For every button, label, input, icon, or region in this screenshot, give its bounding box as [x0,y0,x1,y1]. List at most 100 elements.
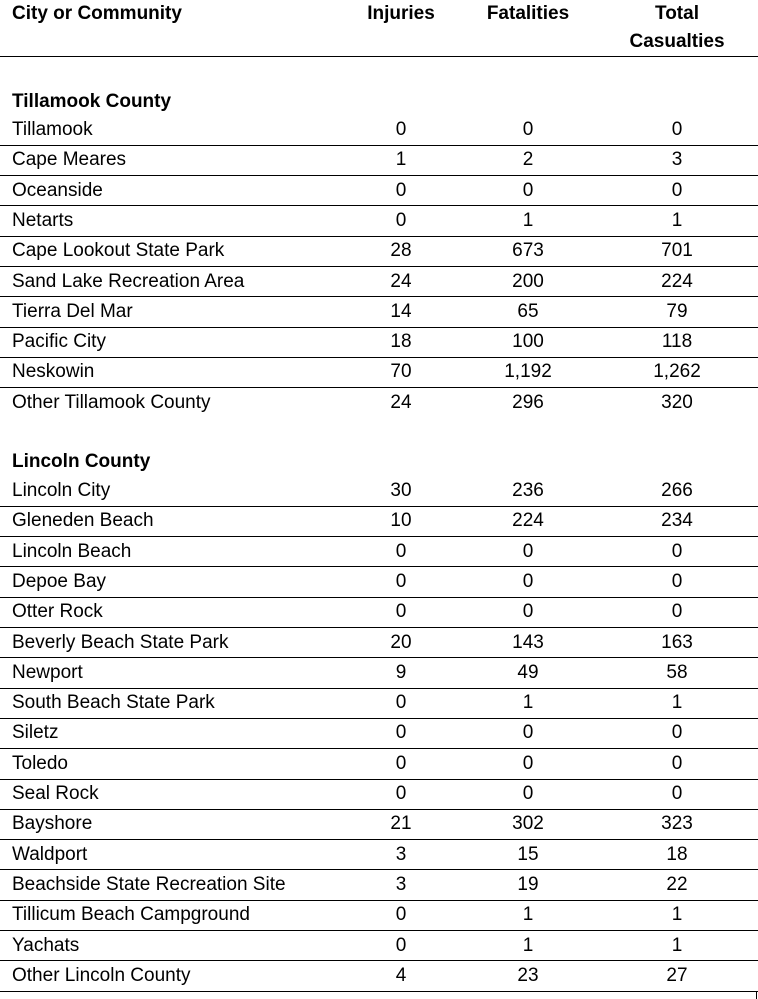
row-name: Lincoln City [12,480,111,501]
row-name: Seal Rock [12,783,99,804]
row-name: Tillicum Beach Campground [12,904,250,926]
table-row: Oceanside 0 0 0 [0,176,758,206]
row-divider [0,869,758,870]
row-name: Pacific City [12,331,106,353]
table-row: Depoe Bay 0 0 0 [0,567,758,597]
row-name: Toledo [12,752,68,774]
table-row: Sand Lake Recreation Area 24 200 224 [0,267,758,297]
row-injuries: 24 [390,391,412,413]
row-injuries: 3 [395,873,407,895]
row-total: 27 [666,964,688,986]
row-fatalities: 673 [512,240,544,262]
county-heading: Tillamook County [12,91,172,112]
header-city: City or Community [12,3,182,24]
row-injuries: 0 [395,783,407,804]
table-row: Other Tillamook County 24 296 320 [0,388,758,418]
table-row: Beachside State Recreation Site 3 19 22 [0,870,758,900]
table-row: Neskowin 70 1,192 1,262 [0,357,758,387]
row-total: 701 [661,240,693,262]
table-row: Otter Rock 0 0 0 [0,597,758,627]
row-fatalities: 296 [512,391,544,413]
row-fatalities: 23 [517,964,539,986]
table-row: Beverly Beach State Park 20 143 163 [0,628,758,658]
row-name: Beachside State Recreation Site [12,873,286,895]
row-injuries: 0 [395,119,407,140]
row-name: South Beach State Park [12,692,215,714]
row-injuries: 20 [390,631,412,653]
row-divider [0,930,758,931]
row-injuries: 18 [390,331,412,353]
row-injuries: 70 [390,361,412,383]
row-total: 0 [671,570,683,592]
row-name: Tierra Del Mar [12,300,133,322]
table-row: Yachats 0 1 1 [0,931,758,961]
header-total-line1: Total [655,3,699,24]
row-fatalities: 236 [512,480,544,501]
row-injuries: 9 [395,661,407,683]
row-fatalities: 100 [512,331,544,353]
row-name: Lincoln Beach [12,540,132,562]
header-rule [0,56,758,57]
row-fatalities: 1 [522,934,534,956]
row-divider [0,236,758,237]
header-total-line2: Casualties [629,31,725,52]
row-total: 0 [671,752,683,774]
row-fatalities: 19 [517,873,539,895]
row-total: 18 [666,843,688,865]
row-name: Yachats [12,934,80,956]
row-name: Beverly Beach State Park [12,631,229,653]
table-row: Cape Lookout State Park 28 673 701 [0,236,758,266]
row-name: Oceanside [12,179,103,201]
table-row: Lincoln City 30 236 266 [0,476,758,506]
row-total: 0 [671,540,683,562]
row-total: 0 [671,601,683,623]
row-total: 0 [671,783,683,804]
row-fatalities: 0 [522,540,534,562]
table-row: Netarts 0 1 1 [0,206,758,236]
row-name: Sand Lake Recreation Area [12,270,245,292]
row-total: 79 [666,300,688,322]
row-total: 22 [666,873,688,895]
row-total: 1 [671,209,683,231]
row-name: Waldport [12,843,88,865]
row-injuries: 14 [390,300,412,322]
table-row: Waldport 3 15 18 [0,840,758,870]
table-row: South Beach State Park 0 1 1 [0,688,758,718]
row-injuries: 0 [395,601,407,623]
row-fatalities: 1 [522,692,534,714]
row-total: 1,262 [653,361,701,383]
row-injuries: 0 [395,934,407,956]
row-name: Neskowin [12,361,95,383]
row-fatalities: 0 [522,570,534,592]
table-row: Tillamook 0 0 0 [0,115,758,145]
row-fatalities: 143 [512,631,544,653]
row-name: Newport [12,661,83,683]
row-injuries: 28 [390,240,412,262]
row-injuries: 0 [395,722,407,744]
row-fatalities: 0 [522,601,534,623]
row-name: Other Tillamook County [12,391,211,413]
row-total: 234 [661,510,693,532]
row-divider [0,900,758,901]
row-injuries: 3 [395,843,407,865]
row-divider [0,536,758,537]
row-divider [0,688,758,689]
row-fatalities: 0 [522,783,534,804]
row-divider [0,506,758,507]
row-total: 3 [671,149,683,171]
row-name: Siletz [12,722,59,744]
row-divider [0,327,758,328]
row-fatalities: 1 [522,209,534,231]
row-name: Netarts [12,209,74,231]
row-divider [0,387,758,388]
row-fatalities: 65 [517,300,539,322]
row-fatalities: 1,192 [504,361,552,383]
table-row: Bayshore 21 302 323 [0,809,758,839]
row-divider [0,627,758,628]
header-fatalities: Fatalities [486,3,570,24]
row-injuries: 30 [390,480,412,501]
row-injuries: 0 [395,692,407,714]
row-injuries: 24 [390,270,412,292]
row-total: 0 [671,179,683,201]
row-fatalities: 0 [522,179,534,201]
